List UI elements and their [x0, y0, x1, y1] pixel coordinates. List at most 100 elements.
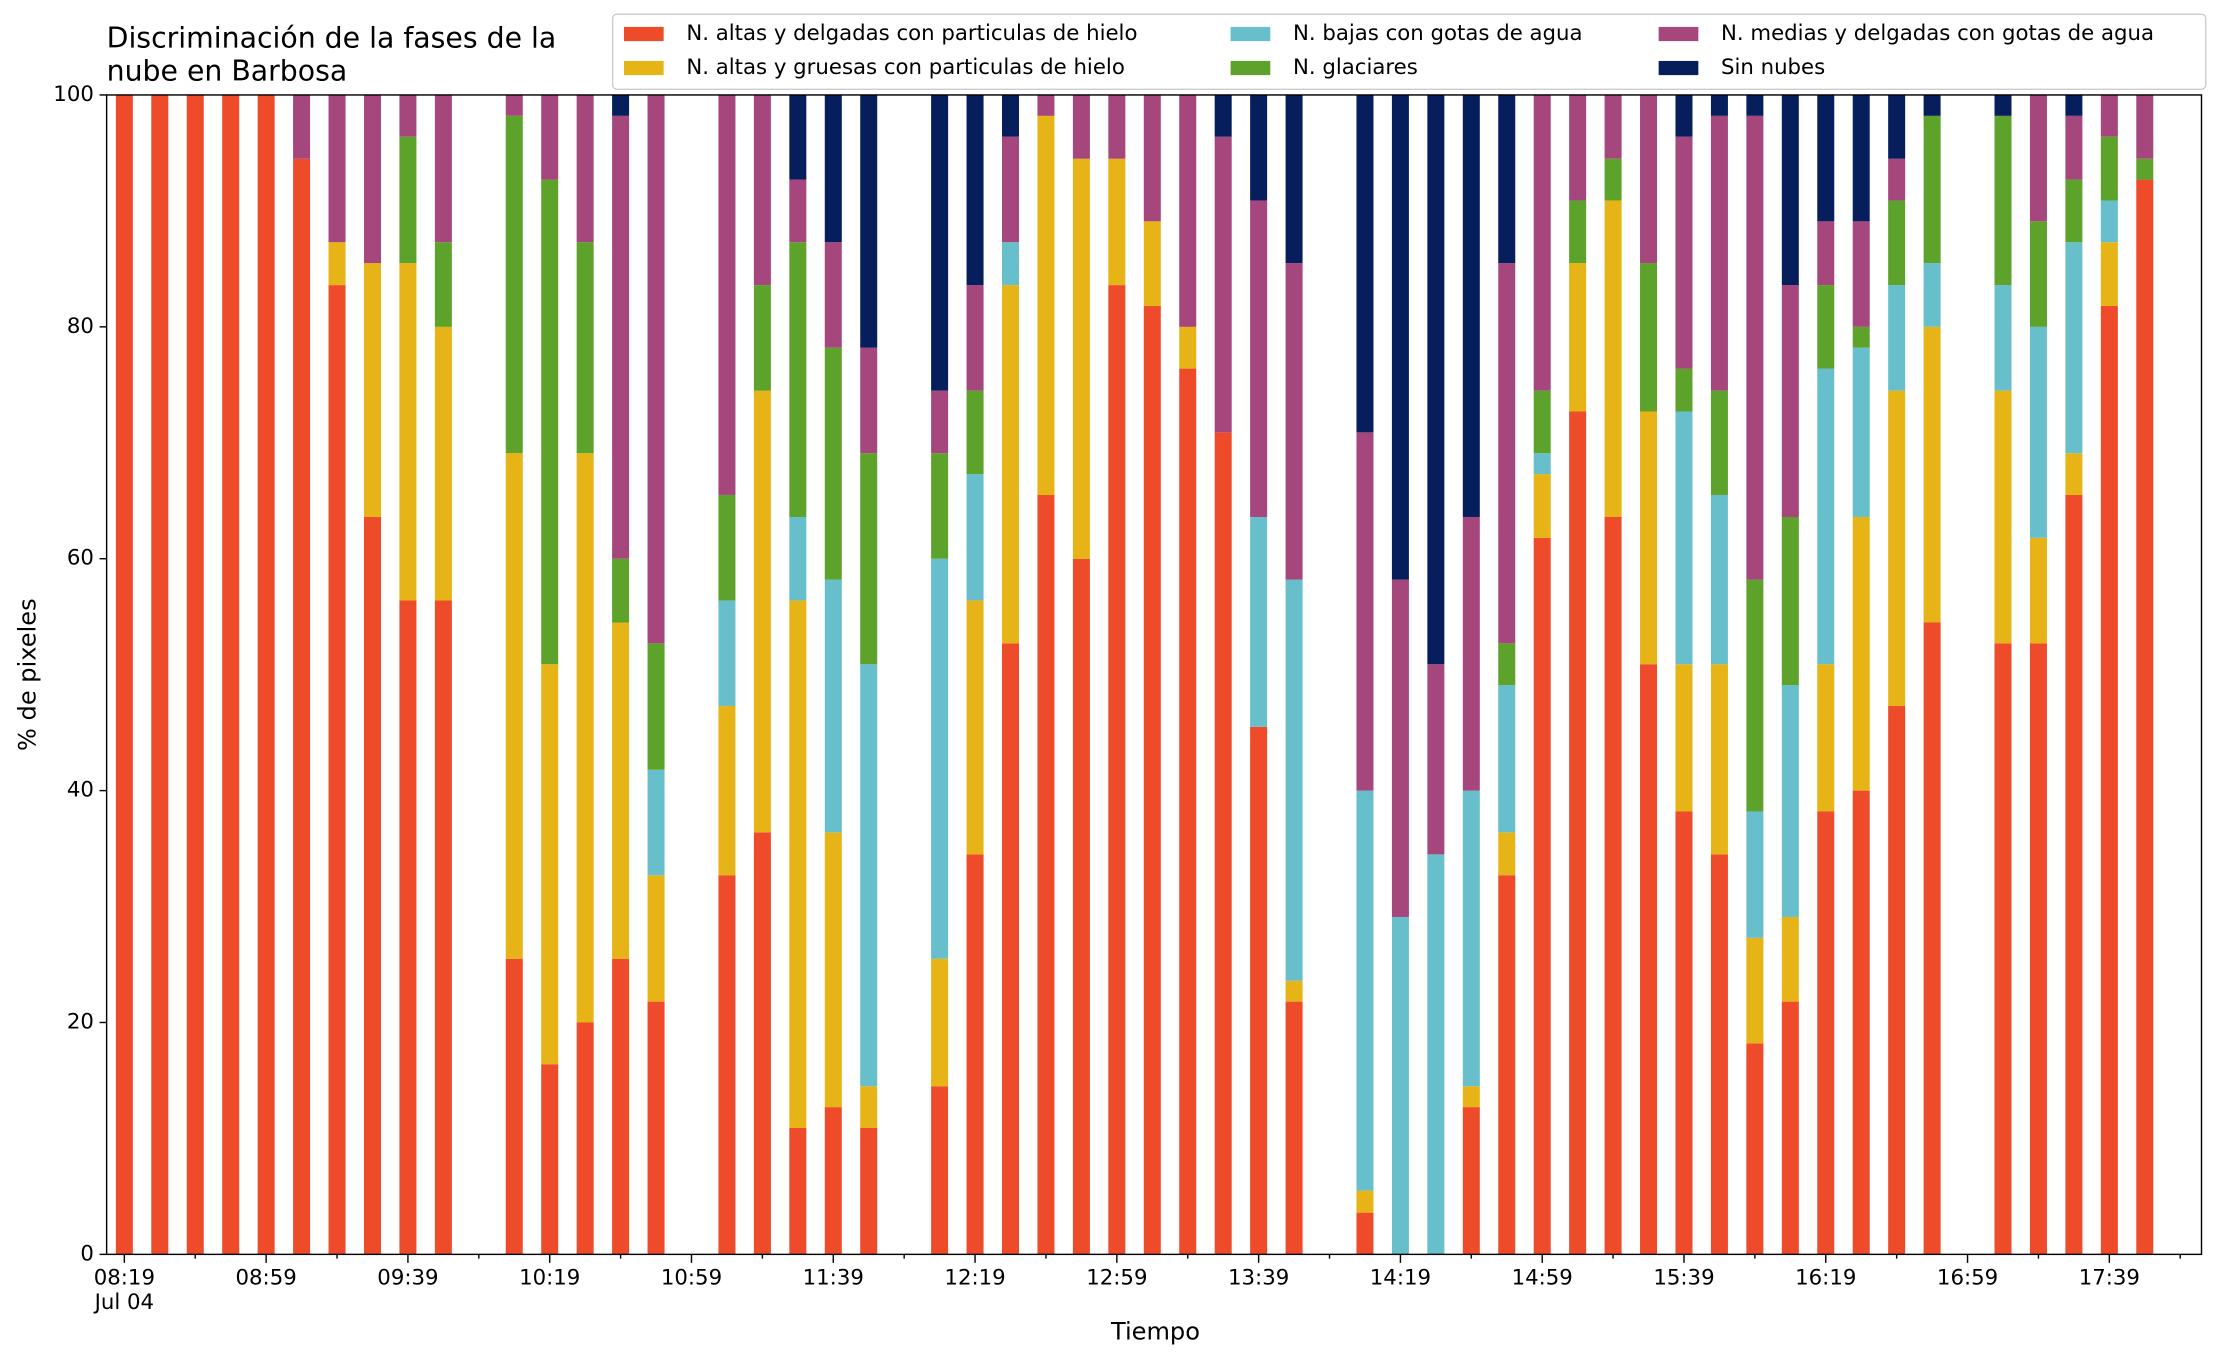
bar-segment — [541, 94, 559, 180]
bar-segment — [293, 94, 311, 159]
bar-segment — [1462, 516, 1480, 791]
bar-segment — [753, 390, 771, 833]
bar-segment — [1498, 685, 1516, 833]
bar-segment — [1640, 263, 1658, 412]
bar-segment — [1356, 1212, 1374, 1255]
bar-segment — [363, 516, 381, 1255]
bar-segment — [151, 94, 169, 1255]
bar-segment — [1923, 115, 1941, 264]
bar-segment — [1356, 1190, 1374, 1213]
bar-segment — [612, 94, 630, 116]
bar-segment — [966, 854, 984, 1255]
y-axis-label: % de pixeles — [14, 598, 42, 751]
bar-segment — [1852, 326, 1870, 348]
bar-segment — [1640, 411, 1658, 665]
y-tick-label: 40 — [67, 778, 94, 803]
bar-segment — [1356, 790, 1374, 1191]
bar-segment — [2100, 94, 2118, 137]
bar-segment — [931, 1086, 949, 1255]
x-tick-label: 17:39 — [2079, 1265, 2140, 1290]
bar-segment — [1002, 136, 1020, 243]
y-tick-label: 0 — [80, 1241, 94, 1266]
bar-segment — [434, 94, 452, 243]
bar-segment — [2100, 242, 2118, 306]
bar-segment — [1923, 94, 1941, 116]
bar-segment — [1179, 326, 1197, 369]
bar-segment — [2136, 179, 2154, 1255]
bar-segment — [966, 474, 984, 601]
bar-segment — [2029, 537, 2047, 644]
bar-segment — [1002, 643, 1020, 1255]
bar-segment — [1179, 94, 1197, 327]
x-tick-label: 10:59 — [661, 1265, 722, 1290]
bar-segment — [2065, 179, 2083, 243]
bar-segment — [1852, 516, 1870, 791]
legend-swatch — [1230, 60, 1271, 76]
bar-segment — [1498, 94, 1516, 264]
bar-segment — [1498, 643, 1516, 686]
legend-label: Sin nubes — [1721, 55, 1825, 80]
bar-segment — [1498, 263, 1516, 644]
y-tick-label: 100 — [53, 82, 94, 107]
x-tick-label: 10:19 — [519, 1265, 580, 1290]
legend-label: N. altas y delgadas con particulas de hi… — [686, 21, 1137, 46]
bar-segment — [1037, 94, 1055, 116]
bar-segment — [2100, 200, 2118, 243]
bar-segment — [1817, 94, 1835, 222]
bar-segment — [1002, 94, 1020, 137]
legend-label: N. medias y delgadas con gotas de agua — [1721, 21, 2154, 46]
bar-segment — [1179, 368, 1197, 1255]
bar-segment — [1781, 516, 1799, 686]
bar-segment — [1781, 685, 1799, 917]
bar-segment — [399, 136, 417, 264]
x-tick-label: 13:39 — [1228, 1265, 1289, 1290]
bar-segment — [718, 94, 736, 495]
bar-segment — [1781, 1001, 1799, 1255]
bar-segment — [1675, 811, 1693, 1255]
bar-segment — [1675, 411, 1693, 665]
bar-segment — [824, 347, 842, 580]
bar-segment — [541, 664, 559, 1065]
bar-segment — [328, 242, 346, 286]
bar-segment — [1108, 94, 1126, 159]
x-axis-label: Tiempo — [1110, 1317, 1200, 1345]
bar-segment — [1640, 664, 1658, 1255]
bar-segment — [2065, 242, 2083, 454]
bar-segment — [1072, 94, 1090, 159]
bar-segment — [647, 94, 665, 644]
bar-segment — [434, 326, 452, 601]
bar-segment — [1604, 516, 1622, 1255]
bar-segment — [824, 1107, 842, 1255]
x-tick-label: 15:39 — [1653, 1265, 1714, 1290]
bar-segment — [1710, 390, 1728, 495]
bar-segment — [222, 94, 240, 1255]
bar-segment — [1285, 263, 1303, 580]
bar-segment — [789, 516, 807, 601]
bar-segment — [1923, 622, 1941, 1255]
bar-segment — [2136, 158, 2154, 180]
bar-segment — [1427, 664, 1445, 855]
bar-segment — [1108, 285, 1126, 1255]
bar-segment — [1143, 94, 1161, 222]
bar-segment — [541, 1064, 559, 1255]
bar-segment — [1250, 726, 1268, 1255]
bar-segment — [1852, 347, 1870, 517]
chart-title: Discriminación de la fases de la nube en … — [107, 22, 557, 88]
bar-segment — [2029, 221, 2047, 327]
bar-segment — [328, 94, 346, 243]
bar-segment — [1817, 368, 1835, 665]
bar-segment — [2029, 643, 2047, 1255]
bar-segment — [1533, 537, 1551, 1255]
legend-label: N. bajas con gotas de agua — [1293, 21, 1583, 46]
bar-segment — [1675, 664, 1693, 812]
x-tick-label: 12:19 — [944, 1265, 1005, 1290]
bar-segment — [2065, 94, 2083, 116]
bar-segment — [1923, 326, 1941, 623]
bar-segment — [1569, 200, 1587, 264]
x-tick-label: 16:59 — [1937, 1265, 1998, 1290]
bar-segment — [399, 600, 417, 1255]
bar-segment — [860, 94, 878, 348]
bar-segment — [1285, 980, 1303, 1002]
bar-segment — [1143, 305, 1161, 1255]
bar-segment — [1994, 94, 2012, 116]
